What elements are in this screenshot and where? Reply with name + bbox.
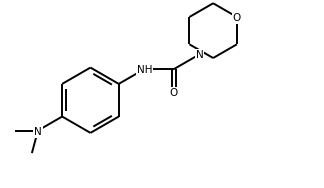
Text: NH: NH (137, 65, 152, 75)
Text: N: N (196, 50, 203, 60)
Text: O: O (233, 13, 241, 23)
Text: O: O (170, 88, 178, 99)
Text: N: N (34, 127, 42, 136)
